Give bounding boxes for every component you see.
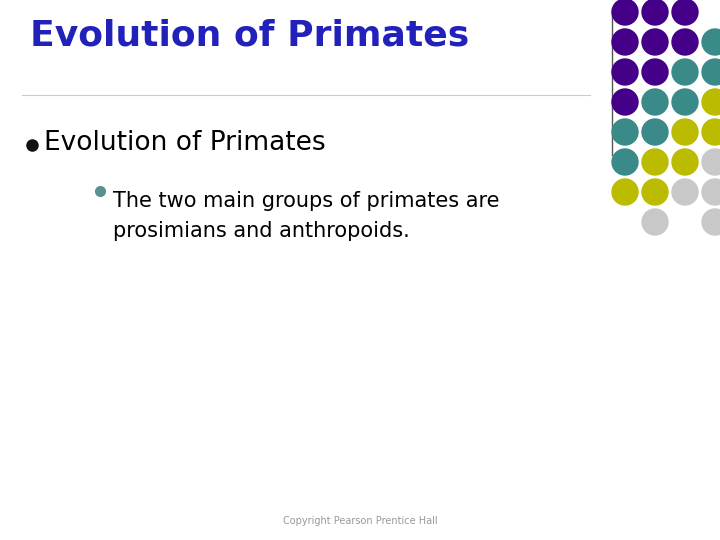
Circle shape [702,29,720,55]
Circle shape [642,29,668,55]
Circle shape [642,149,668,175]
Circle shape [612,0,638,25]
Circle shape [612,89,638,115]
Circle shape [702,179,720,205]
Circle shape [702,59,720,85]
Circle shape [702,149,720,175]
Circle shape [672,149,698,175]
Circle shape [612,29,638,55]
Circle shape [702,89,720,115]
Circle shape [702,119,720,145]
Circle shape [642,209,668,235]
Circle shape [642,0,668,25]
Circle shape [672,119,698,145]
Circle shape [642,59,668,85]
Circle shape [672,59,698,85]
Circle shape [612,179,638,205]
Text: Evolution of Primates: Evolution of Primates [44,130,325,156]
Circle shape [672,89,698,115]
Text: The two main groups of primates are
prosimians and anthropoids.: The two main groups of primates are pros… [113,191,500,241]
Circle shape [642,179,668,205]
Circle shape [672,179,698,205]
Circle shape [642,119,668,145]
Circle shape [612,149,638,175]
Circle shape [672,29,698,55]
Circle shape [702,209,720,235]
Circle shape [672,0,698,25]
Circle shape [612,59,638,85]
Circle shape [642,89,668,115]
Text: Evolution of Primates: Evolution of Primates [30,18,469,52]
Circle shape [612,119,638,145]
Text: Copyright Pearson Prentice Hall: Copyright Pearson Prentice Hall [283,516,437,526]
